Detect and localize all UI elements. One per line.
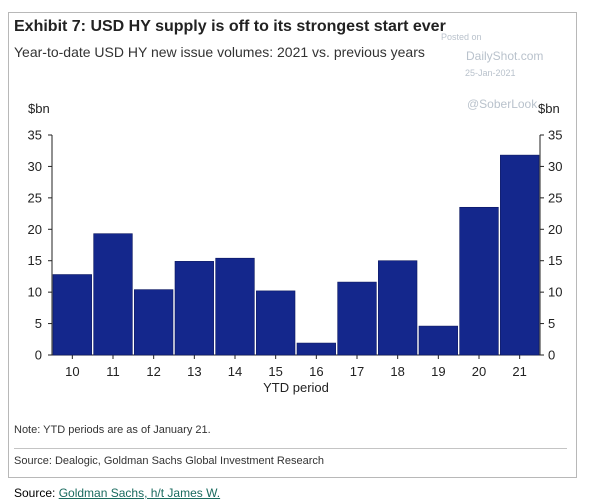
bar: [296, 342, 336, 356]
watermark-site: DailyShot.com: [466, 49, 544, 63]
y-tick-label-left: 15: [28, 253, 42, 268]
x-tick-label: 20: [472, 364, 486, 379]
x-tick-label: 17: [350, 364, 364, 379]
bar: [134, 289, 174, 356]
y-tick-label-right: 10: [548, 285, 562, 300]
x-tick-label: 18: [390, 364, 404, 379]
watermark-posted: Posted on: [441, 32, 482, 42]
y-tick-label-left: 30: [28, 159, 42, 174]
chart-axes: [48, 134, 544, 359]
y-tick-label-right: 25: [548, 190, 562, 205]
bar: [337, 281, 377, 356]
chart-source: Source: Dealogic, Goldman Sachs Global I…: [14, 455, 324, 467]
bar: [500, 154, 540, 356]
x-tick-label: 10: [65, 364, 79, 379]
y-tick-label-left: 20: [28, 222, 42, 237]
x-axis-label: YTD period: [263, 380, 329, 395]
y-tick-label-right: 5: [548, 316, 555, 331]
bar: [52, 274, 92, 356]
x-tick-label: 15: [268, 364, 282, 379]
bar: [418, 325, 458, 356]
divider: [14, 448, 567, 449]
y-tick-label-right: 15: [548, 253, 562, 268]
bar: [256, 290, 296, 356]
chart-subtitle: Year-to-date USD HY new issue volumes: 2…: [14, 44, 425, 60]
y-tick-label-left: 25: [28, 190, 42, 205]
y-tick-label-left: 35: [28, 128, 42, 143]
x-tick-label: 19: [431, 364, 445, 379]
bar: [215, 257, 255, 356]
bar: [459, 206, 499, 356]
y-tick-label-right: 30: [548, 159, 562, 174]
x-tick-label: 16: [309, 364, 323, 379]
y-axis-label-left: $bn: [28, 101, 50, 116]
source-caption-prefix: Source:: [14, 486, 56, 500]
source-link[interactable]: Goldman Sachs, h/t James W.: [58, 486, 221, 500]
watermark-handle: @SoberLook: [467, 97, 538, 111]
bar: [93, 233, 133, 356]
x-tick-label: 21: [512, 364, 526, 379]
x-tick-label: 12: [146, 364, 160, 379]
y-tick-label-right: 0: [548, 348, 555, 363]
y-tick-label-left: 10: [28, 285, 42, 300]
y-tick-label-right: 20: [548, 222, 562, 237]
source-caption: Source: Goldman Sachs, h/t James W.: [14, 486, 220, 500]
bar-chart: $bn $bn YTD period 0 0 5 5 10 10 15 15 20 20 25 25 3…: [28, 101, 563, 395]
x-tick-label: 11: [106, 364, 120, 379]
bar: [174, 261, 214, 356]
y-axis-label-right: $bn: [538, 101, 560, 116]
y-tick-label-left: 0: [35, 348, 42, 363]
chart-title: Exhibit 7: USD HY supply is off to its s…: [14, 18, 446, 35]
y-tick-label-left: 5: [35, 316, 42, 331]
y-tick-label-right: 35: [548, 128, 562, 143]
bar: [378, 260, 418, 356]
x-tick-label: 13: [187, 364, 201, 379]
tick-labels: 0 0 5 5 10 10 15 15 20 20 25 25 30 30 35 35 10 11 12 13 14 15…: [28, 128, 563, 380]
bar-series: [52, 154, 540, 356]
chart-note: Note: YTD periods are as of January 21.: [14, 424, 211, 436]
watermark-date: 25-Jan-2021: [465, 68, 516, 78]
x-tick-label: 14: [228, 364, 242, 379]
